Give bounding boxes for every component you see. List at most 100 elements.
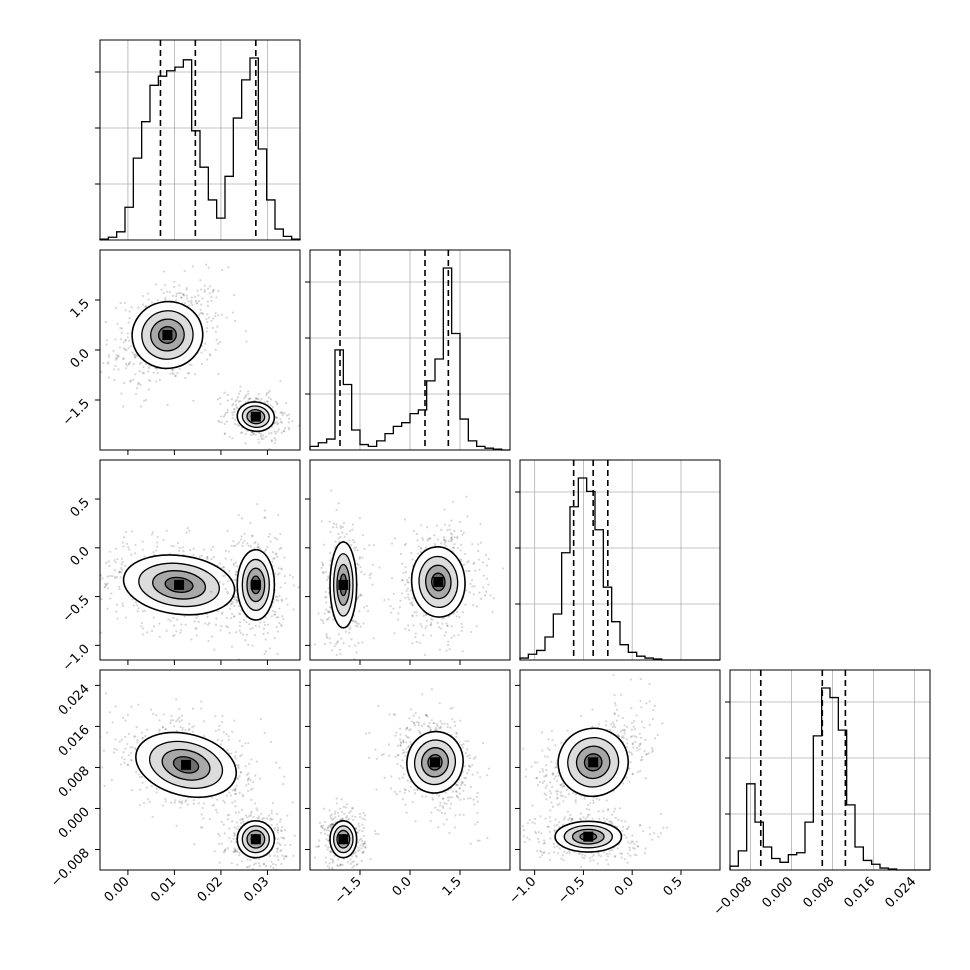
sample-point: [233, 579, 236, 582]
sample-point: [547, 738, 550, 741]
sample-point: [430, 634, 433, 637]
sample-point: [440, 722, 443, 725]
sample-point: [637, 744, 641, 748]
sample-point: [409, 741, 412, 744]
sample-point: [222, 799, 225, 802]
sample-point: [151, 531, 154, 534]
sample-point: [453, 720, 456, 723]
sample-point: [351, 619, 355, 623]
sample-point: [639, 759, 643, 762]
sample-point: [463, 784, 467, 787]
sample-point: [432, 798, 435, 801]
sample-point: [141, 548, 144, 551]
sample-point: [234, 840, 237, 844]
sample-point: [337, 633, 341, 636]
sample-point: [282, 782, 285, 786]
sample-point: [240, 860, 244, 863]
sample-point: [228, 435, 231, 438]
sample-point: [469, 765, 472, 768]
sample-point: [267, 391, 270, 394]
sample-point: [195, 616, 198, 620]
sample-point: [362, 622, 365, 625]
sample-point: [247, 772, 250, 775]
sample-point: [425, 619, 428, 622]
sample-point: [424, 546, 428, 549]
sample-point: [433, 722, 436, 725]
sample-point: [332, 817, 335, 820]
scatter-panel: [515, 669, 721, 875]
sample-point: [401, 562, 404, 565]
sample-point: [623, 732, 626, 735]
sample-point: [190, 363, 193, 367]
sample-point: [212, 545, 215, 549]
sample-point: [442, 797, 445, 800]
sample-point: [215, 296, 218, 299]
sample-point: [194, 627, 197, 630]
sample-point: [118, 740, 121, 743]
sample-point: [156, 371, 159, 375]
sample-point: [179, 629, 183, 632]
sample-point: [363, 840, 366, 843]
sample-point: [240, 771, 243, 774]
sample-point: [249, 859, 252, 862]
sample-point: [399, 738, 402, 741]
sample-point: [478, 591, 481, 594]
sample-point: [411, 603, 414, 606]
sample-point: [333, 645, 336, 648]
sample-point: [613, 712, 616, 715]
sample-point: [184, 800, 187, 803]
sample-point: [282, 618, 285, 621]
sample-point: [283, 843, 287, 847]
sample-point: [240, 745, 244, 748]
sample-point: [134, 373, 137, 376]
sample-point: [439, 720, 442, 723]
sample-point: [230, 645, 234, 648]
sample-point: [455, 790, 458, 793]
sample-point: [327, 829, 330, 832]
sample-point: [456, 547, 459, 550]
sample-point: [158, 730, 161, 733]
sample-point: [239, 400, 242, 403]
sample-point: [436, 729, 439, 732]
sample-point: [485, 774, 489, 777]
sample-point: [260, 872, 262, 874]
sample-point: [231, 594, 234, 597]
sample-point: [348, 645, 351, 648]
sample-point: [145, 728, 149, 731]
sample-point: [430, 623, 433, 626]
sample-point: [444, 540, 447, 544]
sample-point: [247, 390, 250, 393]
sample-point: [210, 299, 213, 302]
sample-point: [125, 530, 128, 533]
sample-point: [550, 760, 553, 763]
sample-point: [450, 539, 453, 543]
sample-point: [234, 848, 237, 852]
sample-point: [461, 746, 464, 749]
sample-point: [285, 414, 289, 417]
sample-point: [106, 607, 109, 610]
sample-point: [133, 735, 136, 738]
sample-point: [235, 631, 238, 634]
sample-point: [448, 528, 452, 531]
sample-point: [349, 858, 352, 861]
sample-point: [318, 821, 322, 824]
sample-point: [413, 788, 416, 791]
sample-point: [412, 722, 415, 725]
sample-point: [136, 741, 139, 744]
sample-point: [200, 303, 203, 306]
sample-point: [218, 420, 221, 424]
sample-point: [401, 776, 404, 779]
sample-point: [252, 781, 255, 784]
sample-point: [124, 367, 128, 370]
sample-point: [453, 634, 456, 637]
sample-point: [171, 368, 174, 371]
sample-point: [147, 378, 151, 382]
sample-point: [124, 719, 127, 722]
sample-point: [175, 294, 178, 298]
sample-point: [416, 721, 419, 724]
sample-point: [471, 763, 474, 766]
sample-point: [404, 542, 407, 545]
sample-point: [152, 712, 155, 715]
sample-point: [434, 727, 438, 730]
sample-point: [348, 811, 351, 814]
